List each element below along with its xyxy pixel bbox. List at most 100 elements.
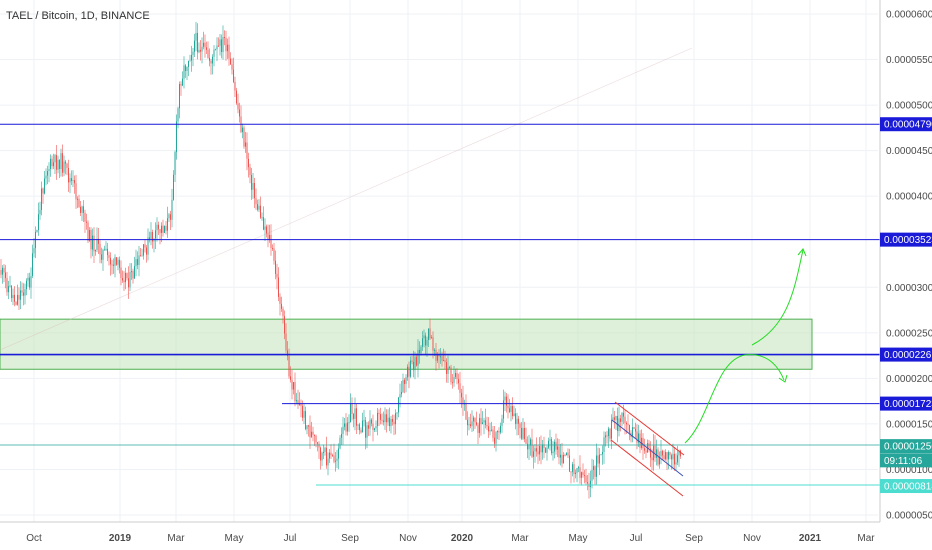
candle-body: [381, 419, 383, 421]
projection-arrow-up: [751, 249, 804, 346]
candle-body: [675, 462, 677, 465]
candle-body: [99, 243, 101, 255]
candle-body: [474, 417, 476, 423]
candle-body: [458, 379, 459, 384]
candle-body: [429, 328, 431, 339]
candle-body: [584, 475, 585, 477]
candle-body: [27, 277, 29, 281]
candle-body: [590, 480, 591, 488]
candle-body: [387, 417, 389, 423]
candle-body: [599, 454, 600, 464]
candle-body: [533, 451, 534, 457]
candle-body: [591, 469, 593, 481]
candle-body: [213, 49, 215, 57]
candle-body: [417, 349, 419, 366]
candle-body: [473, 417, 474, 422]
candle-body: [180, 84, 182, 86]
candle-body: [617, 415, 618, 431]
candle-body: [393, 421, 395, 425]
candle-body: [587, 482, 588, 484]
candle-body: [594, 466, 596, 477]
candle-body: [342, 426, 344, 435]
candle-body: [558, 446, 560, 458]
candle-body: [408, 366, 410, 377]
y-tick-label: 0.00000500: [886, 511, 932, 522]
candle-body: [239, 109, 240, 117]
candle-body: [362, 420, 363, 433]
candle-body: [162, 225, 164, 233]
candle-body: [143, 244, 144, 256]
candle-body: [273, 248, 275, 261]
candle-body: [518, 418, 519, 424]
candle-body: [234, 81, 236, 91]
candle-body: [669, 452, 671, 456]
candle-body: [95, 249, 96, 252]
candle-body: [626, 422, 627, 425]
candle-body: [459, 383, 461, 393]
candle-body: [365, 420, 366, 438]
candle-body: [303, 411, 305, 418]
candle-body: [140, 255, 141, 257]
candle-body: [501, 418, 503, 426]
candle-body: [678, 450, 680, 456]
candle-body: [479, 418, 480, 433]
candle-body: [531, 439, 533, 457]
candle-body: [642, 437, 644, 449]
candle-body: [210, 60, 212, 64]
candle-body: [128, 278, 129, 288]
candle-body: [371, 419, 372, 424]
candle-body: [294, 382, 296, 402]
candle-body: [269, 234, 270, 240]
candle-body: [542, 444, 543, 453]
candle-body: [624, 416, 626, 423]
diagonal-trendline: [0, 47, 693, 351]
candle-body: [432, 337, 434, 351]
candle-body: [24, 289, 26, 296]
candle-body: [299, 404, 300, 406]
candle-body: [117, 259, 119, 265]
candle-body: [12, 294, 14, 299]
candle-body: [344, 423, 345, 427]
candle-body: [485, 420, 486, 426]
candle-body: [260, 205, 261, 218]
candle-body: [504, 396, 506, 401]
candle-body: [72, 180, 74, 182]
candle-body: [77, 198, 78, 200]
candle-body: [44, 178, 45, 194]
candle-body: [188, 61, 189, 68]
candle-body: [279, 296, 281, 304]
candle-body: [23, 292, 24, 296]
candle-body: [615, 415, 617, 420]
candle-body: [105, 248, 107, 250]
candle-body: [452, 382, 453, 384]
candle-body: [104, 249, 105, 251]
candle-body: [410, 360, 411, 377]
candle-body: [215, 49, 216, 51]
candle-body: [353, 413, 354, 419]
candle-body: [384, 414, 386, 423]
candle-body: [228, 44, 230, 59]
candle-body: [212, 56, 213, 64]
candle-body: [345, 423, 347, 432]
candle-body: [536, 448, 537, 452]
candle-body: [639, 433, 641, 448]
candle-body: [332, 455, 333, 457]
candle-body: [216, 45, 218, 50]
candle-body: [98, 238, 99, 244]
candle-body: [477, 424, 479, 433]
candle-body: [423, 335, 425, 339]
candle-body: [272, 247, 273, 249]
candle-body: [539, 446, 540, 455]
candle-body: [152, 231, 153, 242]
candle-body: [219, 39, 221, 46]
candle-body: [102, 249, 104, 260]
candle-body: [545, 448, 546, 453]
candle-body: [170, 214, 171, 220]
candle-body: [348, 422, 350, 424]
candle-body: [114, 257, 116, 266]
candle-body: [567, 452, 569, 456]
candle-body: [495, 432, 497, 444]
candle-body: [357, 424, 359, 426]
